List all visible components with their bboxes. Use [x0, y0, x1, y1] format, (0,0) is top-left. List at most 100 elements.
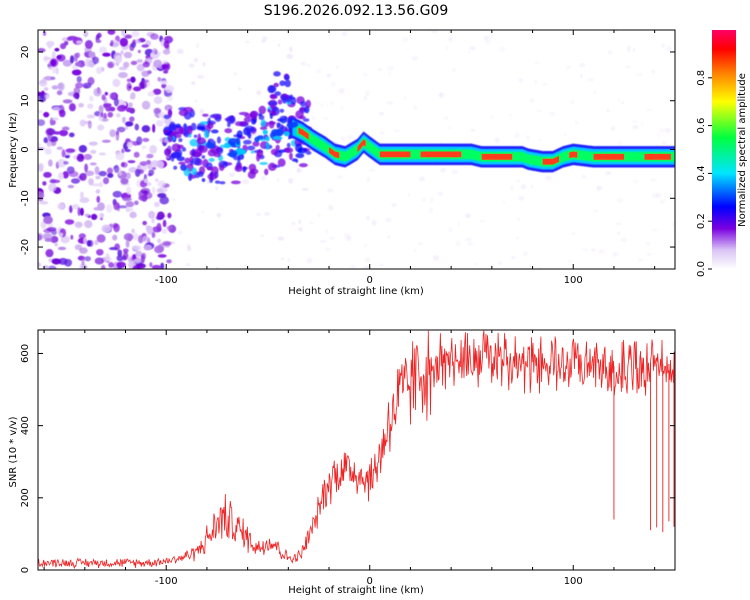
noise-blob — [207, 179, 210, 185]
noise-blob — [143, 178, 148, 184]
noise-blob — [301, 188, 309, 191]
noise-blob — [264, 168, 269, 176]
noise-blob — [134, 169, 141, 177]
noise-blob — [97, 124, 105, 131]
noise-blob — [38, 48, 46, 53]
noise-blob — [335, 65, 339, 70]
noise-blob — [205, 116, 208, 121]
noise-blob — [140, 254, 145, 264]
noise-blob — [516, 236, 519, 240]
noise-blob — [610, 126, 616, 132]
noise-blob — [196, 137, 207, 145]
noise-blob — [288, 178, 294, 184]
noise-blob — [70, 178, 81, 184]
noise-blob — [246, 145, 256, 151]
noise-blob — [75, 82, 84, 89]
noise-blob — [112, 234, 118, 241]
noise-blob — [444, 116, 449, 120]
noise-blob — [326, 188, 334, 193]
noise-blob — [564, 133, 567, 137]
noise-blob — [126, 141, 133, 148]
noise-blob — [127, 102, 133, 108]
noise-blob — [466, 214, 471, 218]
noise-blob — [156, 188, 164, 194]
noise-blob — [154, 201, 160, 208]
noise-blob — [141, 100, 151, 110]
noise-blob — [126, 186, 132, 196]
noise-blob — [46, 128, 56, 136]
noise-blob — [43, 137, 48, 144]
noise-blob — [631, 120, 638, 123]
ridge-hot-red — [542, 155, 559, 165]
noise-blob — [149, 262, 153, 268]
noise-blob — [43, 171, 52, 178]
noise-blob — [437, 191, 444, 197]
noise-blob — [296, 168, 303, 174]
noise-blob — [193, 57, 199, 63]
noise-blob — [277, 236, 285, 241]
noise-blob — [641, 122, 644, 126]
noise-blob — [195, 42, 200, 49]
noise-blob — [96, 234, 106, 243]
noise-blob — [157, 238, 162, 244]
noise-blob — [530, 184, 533, 189]
noise-blob — [645, 242, 651, 245]
noise-blob — [207, 138, 214, 143]
noise-blob — [60, 235, 70, 244]
noise-blob — [38, 109, 43, 114]
noise-blob — [172, 198, 176, 201]
noise-blob — [67, 35, 78, 41]
noise-blob — [244, 40, 250, 44]
noise-blob — [659, 200, 665, 204]
noise-blob — [146, 159, 151, 165]
noise-blob — [273, 71, 281, 77]
noise-blob — [121, 116, 126, 124]
noise-blob — [126, 82, 132, 92]
noise-blob — [274, 91, 282, 96]
noise-blob — [413, 105, 418, 110]
noise-blob — [470, 128, 476, 132]
noise-blob — [125, 172, 131, 180]
noise-blob — [98, 152, 106, 156]
colorbar-tick-label: 0.0 — [696, 261, 707, 277]
noise-blob — [371, 219, 377, 226]
noise-blob — [259, 161, 268, 165]
noise-blob — [142, 61, 150, 68]
noise-blob — [157, 211, 165, 220]
noise-blob — [580, 73, 583, 78]
noise-blob — [38, 262, 42, 268]
noise-blob — [268, 85, 277, 93]
noise-blob — [142, 235, 151, 244]
noise-blob — [120, 177, 129, 185]
snr-xtick-label: -100 — [155, 576, 178, 587]
noise-blob — [134, 200, 139, 206]
noise-blob — [336, 175, 343, 179]
noise-blob — [109, 92, 117, 100]
noise-blob — [126, 78, 131, 83]
noise-blob — [457, 222, 460, 226]
noise-blob — [256, 212, 261, 217]
noise-blob — [393, 129, 400, 133]
noise-blob — [60, 43, 67, 50]
noise-blob — [147, 173, 152, 177]
noise-blob — [188, 63, 195, 68]
noise-blob — [159, 80, 168, 85]
noise-blob — [94, 166, 100, 175]
noise-blob — [129, 211, 137, 219]
noise-blob — [118, 71, 128, 79]
noise-blob — [208, 157, 215, 162]
noise-blob — [574, 121, 578, 124]
noise-blob — [71, 69, 82, 76]
noise-blob — [290, 97, 297, 105]
noise-blob — [300, 61, 307, 66]
noise-blob — [265, 141, 270, 151]
noise-blob — [99, 212, 105, 219]
ridge-hot-red — [420, 151, 462, 158]
noise-blob — [186, 243, 190, 249]
noise-blob — [581, 175, 587, 179]
noise-blob — [166, 259, 172, 264]
noise-blob — [394, 202, 397, 207]
noise-blob — [87, 103, 94, 109]
noise-blob — [125, 239, 130, 248]
